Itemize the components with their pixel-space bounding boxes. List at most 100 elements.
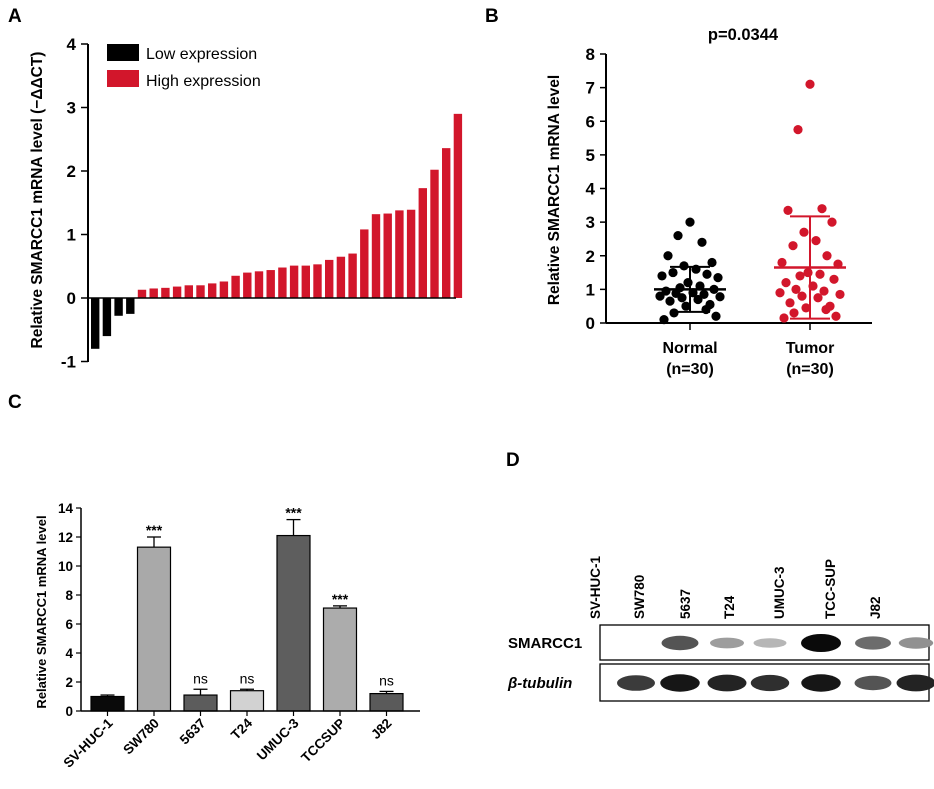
normal-point <box>659 315 669 325</box>
normal-point <box>665 296 675 306</box>
chart-c-xlabel: J82 <box>368 716 395 743</box>
blot-lane-label: SV-HUC-1 <box>588 555 603 619</box>
band-smarcc1 <box>898 637 934 649</box>
bar-high-expression <box>301 265 310 298</box>
normal-point <box>697 237 707 247</box>
bar-high-expression <box>453 113 463 298</box>
legend-swatch-low <box>107 44 139 61</box>
chart-b-ytick-label: 8 <box>586 45 595 64</box>
normal-point <box>693 294 703 305</box>
chart-a-ytick-label: 3 <box>67 99 76 118</box>
chart-a-ytick-label: 2 <box>67 162 76 181</box>
chart-b-xlabels: Normal (n=30) Tumor (n=30) <box>662 340 834 378</box>
bar-high-expression <box>325 259 334 298</box>
tumor-point <box>822 251 832 261</box>
chart-a-yaxis: -1 0 1 2 3 4 <box>61 35 88 372</box>
blot-row-label-tubulin: β-tubulin <box>507 675 572 692</box>
blot-lane-label: J82 <box>868 596 883 619</box>
tumor-point <box>791 284 801 294</box>
tumor-point <box>831 311 841 321</box>
chart-c-significance: ns <box>379 672 394 688</box>
tumor-point <box>793 125 803 135</box>
chart-c-ytick-label: 4 <box>65 646 73 661</box>
chart-b-xlabel: Tumor <box>786 340 835 357</box>
bar-high-expression <box>383 213 392 298</box>
blot-lane-label: SW780 <box>632 575 647 619</box>
tumor-point <box>783 205 793 215</box>
bar-high-expression <box>430 169 439 298</box>
chart-c-ytick-label: 10 <box>58 559 73 574</box>
bar-high-expression <box>196 285 205 298</box>
chart-b-ytick-label: 7 <box>586 79 595 98</box>
chart-c-bar <box>276 534 311 712</box>
chart-c-ytick-label: 6 <box>65 617 73 632</box>
band-tubulin <box>660 674 700 692</box>
tumor-point <box>795 271 805 281</box>
bar-high-expression <box>254 271 264 298</box>
bar-high-expression <box>442 148 451 298</box>
chart-a: -1 0 1 2 3 4 Relative SMARCC1 mRNA level (−ΔΔ… <box>29 35 463 372</box>
normal-point <box>702 269 712 279</box>
bar-high-expression <box>371 214 381 298</box>
panel-label-b: B <box>485 6 499 27</box>
normal-point <box>685 217 695 227</box>
band-smarcc1 <box>753 638 787 648</box>
normal-point <box>679 261 689 271</box>
chart-c-ytick-label: 14 <box>58 501 74 516</box>
chart-b-ytick-label: 4 <box>586 180 596 199</box>
tumor-point <box>811 236 821 246</box>
band-tubulin <box>896 674 934 692</box>
chart-b-xlabel: Normal <box>662 340 717 357</box>
chart-b-xlabel-n: (n=30) <box>666 361 714 378</box>
chart-c-xlabel: UMUC-3 <box>254 715 302 763</box>
tumor-point <box>817 204 827 214</box>
tumor-point <box>821 304 831 315</box>
blot-lane-label: 5637 <box>678 589 693 619</box>
tumor-point <box>803 267 813 278</box>
chart-c-xlabel: 5637 <box>177 716 209 748</box>
bar-high-expression <box>336 256 346 298</box>
band-tubulin <box>707 674 747 692</box>
chart-c-ytick-label: 0 <box>65 704 73 719</box>
blot-lane-labels: SV-HUC-1 SW780 5637 T24 UMUC-3 TCC-SUP J82 <box>588 555 883 619</box>
chart-c-bar <box>90 695 125 712</box>
band-smarcc1 <box>710 637 744 649</box>
chart-a-ytick-label: 0 <box>67 289 76 308</box>
bar-high-expression <box>172 286 182 298</box>
blot-bands <box>617 634 934 692</box>
band-tubulin <box>801 674 841 692</box>
tumor-point <box>801 303 811 313</box>
legend-swatch-high <box>107 70 139 87</box>
chart-a-ytick-label: 4 <box>67 35 77 54</box>
normal-point <box>707 257 717 268</box>
blot-lane-label: UMUC-3 <box>772 566 787 619</box>
chart-c-bar <box>136 546 172 712</box>
chart-b-ytick-label: 0 <box>586 314 595 333</box>
tumor-point <box>781 278 791 288</box>
bar-low-expression <box>91 298 100 349</box>
bar-high-expression <box>208 283 217 298</box>
chart-a-ylabel: Relative SMARCC1 mRNA level (−ΔΔCT) <box>29 52 46 349</box>
normal-point <box>711 311 721 321</box>
blot-row-label-smarcc1: SMARCC1 <box>508 635 582 652</box>
legend-label-low: Low expression <box>146 46 257 63</box>
normal-point <box>669 308 679 318</box>
bar-high-expression <box>219 281 229 298</box>
chart-b-title: p=0.0344 <box>708 26 779 44</box>
chart-c-ytick-label: 12 <box>58 530 73 545</box>
band-smarcc1 <box>661 635 699 651</box>
tumor-point <box>805 79 815 89</box>
bar-low-expression <box>126 298 135 314</box>
bar-high-expression <box>348 253 357 298</box>
normal-point <box>677 293 687 303</box>
tumor-point <box>788 241 798 251</box>
chart-b-ytick-label: 1 <box>586 280 595 299</box>
tumor-point <box>835 289 845 300</box>
chart-b-ytick-label: 5 <box>586 146 595 165</box>
normal-point <box>655 291 665 301</box>
chart-b-xlabel-n: (n=30) <box>786 361 834 378</box>
chart-b-ytick-label: 6 <box>586 112 595 131</box>
tumor-point <box>799 227 809 237</box>
